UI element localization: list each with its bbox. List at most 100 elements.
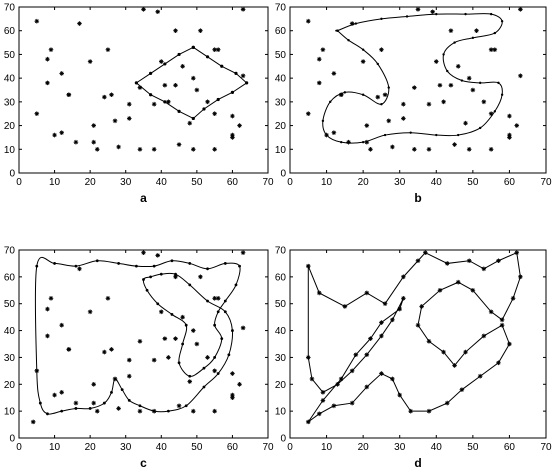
x-tick-label: 10 [49, 442, 61, 453]
data-point [331, 71, 337, 76]
data-point [191, 408, 196, 414]
contour-point [234, 71, 238, 75]
y-tick-label: 70 [275, 246, 287, 257]
data-point [155, 9, 161, 15]
data-point [305, 263, 311, 269]
contour-point [387, 86, 390, 89]
data-point [397, 306, 403, 312]
contour-point [149, 71, 153, 75]
data-point [102, 94, 107, 100]
contour-point [149, 93, 153, 97]
data-point [441, 99, 446, 105]
contour-point [113, 377, 117, 381]
contour-point [202, 385, 206, 389]
contour-point [497, 81, 500, 85]
data-point [59, 322, 64, 328]
y-tick-label: 60 [4, 272, 16, 283]
data-point [426, 408, 432, 414]
data-point [141, 7, 146, 12]
x-tick-label: 50 [467, 442, 479, 453]
y-tick-label: 20 [275, 380, 287, 391]
data-point [437, 287, 443, 293]
data-point [423, 250, 428, 255]
data-point [205, 99, 210, 105]
contour-point [206, 267, 209, 271]
data-point [364, 352, 370, 358]
data-point [180, 314, 185, 320]
data-point [34, 18, 40, 24]
contour-point [223, 299, 227, 303]
x-tick-label: 0 [16, 177, 22, 188]
contour-point [74, 407, 78, 410]
data-point [379, 320, 384, 325]
data-point [514, 250, 520, 255]
data-point [109, 92, 114, 98]
y-tick-label: 10 [275, 145, 287, 156]
data-point [488, 309, 494, 315]
data-point [364, 139, 370, 145]
data-point [230, 135, 235, 140]
data-point [499, 322, 505, 328]
data-point [426, 339, 432, 344]
data-point [401, 101, 406, 107]
data-point [433, 59, 439, 64]
data-point [397, 392, 403, 398]
data-point [212, 368, 217, 374]
contour-point [184, 404, 188, 408]
contour-point [500, 20, 504, 23]
data-point [309, 376, 315, 382]
x-tick-label: 40 [431, 177, 443, 188]
panel-label: d [414, 456, 421, 470]
contour-point [446, 69, 449, 73]
contour-point [102, 401, 106, 405]
contour-point [216, 97, 220, 102]
contour-point [223, 262, 227, 265]
x-tick-label: 60 [227, 177, 239, 188]
data-point [419, 304, 424, 309]
data-point [137, 408, 143, 414]
data-point [87, 309, 93, 315]
contour-point [478, 81, 482, 85]
data-point [368, 336, 373, 341]
contour-point [227, 353, 231, 357]
contour-point [206, 299, 209, 303]
data-point [52, 392, 57, 398]
contour-point [191, 45, 195, 49]
x-tick-label: 10 [321, 177, 333, 188]
data-point [30, 419, 36, 425]
data-point [158, 59, 164, 64]
data-point [338, 92, 344, 98]
data-point [455, 63, 461, 69]
contour-point [223, 310, 227, 314]
data-point [137, 85, 143, 90]
x-tick-label: 70 [540, 177, 552, 188]
x-tick-label: 50 [191, 442, 203, 453]
data-point [94, 408, 100, 414]
data-point [173, 82, 178, 88]
contour-point [493, 31, 496, 35]
data-point [52, 132, 57, 138]
data-point [379, 333, 384, 339]
data-point [73, 139, 79, 145]
data-point [59, 71, 64, 76]
y-tick-label: 20 [4, 121, 16, 132]
data-point [481, 333, 487, 339]
y-tick-label: 10 [4, 407, 16, 418]
data-point [331, 403, 337, 409]
data-point [77, 266, 82, 272]
contour-point [134, 264, 138, 268]
data-point [496, 360, 501, 366]
y-tick-label: 60 [275, 26, 287, 37]
data-point [466, 258, 472, 264]
contour-point [231, 329, 234, 332]
data-point [191, 75, 196, 81]
data-point [346, 139, 351, 145]
data-point [379, 371, 384, 376]
y-tick-label: 40 [275, 326, 287, 337]
data-point [45, 333, 50, 339]
contour-point [38, 401, 42, 405]
contour-point [376, 62, 379, 66]
data-point [240, 250, 246, 255]
data-point [430, 9, 435, 15]
data-point [240, 73, 246, 79]
